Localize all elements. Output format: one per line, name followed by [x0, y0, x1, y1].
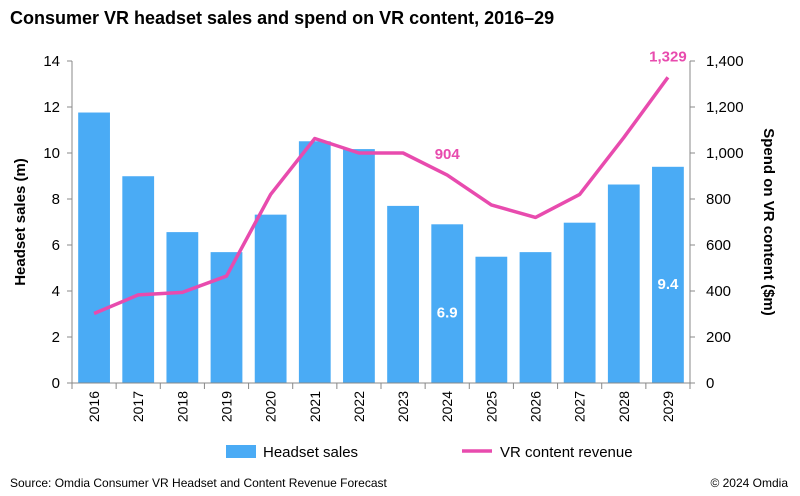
x-tick-label: 2023 — [395, 391, 411, 422]
right-axis-title: Spend on VR content ($m) — [760, 128, 777, 316]
left-axis-title: Headset sales (m) — [12, 158, 29, 286]
x-tick-label: 2017 — [130, 391, 146, 422]
x-tick-label: 2022 — [351, 391, 367, 422]
right-tick-label: 0 — [706, 375, 714, 392]
x-tick-label: 2027 — [572, 391, 588, 422]
x-tick-label: 2016 — [86, 391, 102, 422]
left-tick-label: 8 — [52, 191, 60, 208]
copyright: © 2024 Omdia — [710, 476, 788, 490]
bar-2016 — [78, 112, 110, 384]
bar-2026 — [519, 252, 552, 383]
x-tick-label: 2024 — [439, 391, 455, 422]
line-data-label: 904 — [435, 146, 461, 163]
bar-2027 — [563, 222, 596, 383]
x-tick-label: 2018 — [174, 391, 190, 422]
bar-2028 — [607, 184, 640, 383]
x-tick-label: 2028 — [616, 391, 632, 422]
x-tick-label: 2025 — [483, 391, 499, 422]
bar-2018 — [166, 232, 199, 383]
bar-2022 — [343, 149, 375, 383]
legend-label-vr-content-revenue: VR content revenue — [500, 444, 633, 461]
bar-data-label: 9.4 — [657, 276, 679, 293]
right-tick-label: 1,000 — [706, 145, 744, 162]
bar-2024 — [431, 224, 464, 383]
source-note: Source: Omdia Consumer VR Headset and Co… — [10, 476, 387, 490]
bar-2029 — [652, 166, 684, 383]
left-tick-label: 14 — [43, 53, 60, 70]
x-tick-label: 2021 — [307, 391, 323, 422]
x-tick-label: 2026 — [528, 391, 544, 422]
bar-2021 — [298, 141, 331, 383]
line-vr-content-revenue — [93, 76, 670, 316]
left-tick-label: 0 — [52, 375, 60, 392]
right-tick-label: 1,400 — [706, 53, 744, 70]
bar-2019 — [210, 252, 243, 383]
bar-2023 — [387, 205, 419, 383]
right-tick-label: 200 — [706, 329, 731, 346]
x-tick-label: 2020 — [263, 391, 279, 422]
x-tick-label: 2019 — [219, 391, 235, 422]
bar-2020 — [254, 214, 287, 383]
bar-data-label: 6.9 — [437, 305, 458, 322]
right-tick-label: 600 — [706, 237, 731, 254]
left-tick-label: 6 — [52, 237, 60, 254]
bar-2025 — [475, 256, 508, 383]
bar-2017 — [122, 176, 155, 383]
legend-swatch-headset-sales — [226, 445, 256, 458]
left-tick-label: 2 — [52, 329, 60, 346]
right-tick-label: 800 — [706, 191, 731, 208]
left-tick-label: 12 — [43, 99, 60, 116]
left-tick-label: 10 — [43, 145, 60, 162]
right-tick-label: 1,200 — [706, 99, 744, 116]
left-tick-label: 4 — [52, 283, 60, 300]
line-data-label: 1,329 — [649, 48, 687, 65]
x-tick-label: 2029 — [660, 391, 676, 422]
right-tick-label: 400 — [706, 283, 731, 300]
legend-label-headset-sales: Headset sales — [263, 444, 358, 461]
chart-title: Consumer VR headset sales and spend on V… — [10, 8, 555, 28]
